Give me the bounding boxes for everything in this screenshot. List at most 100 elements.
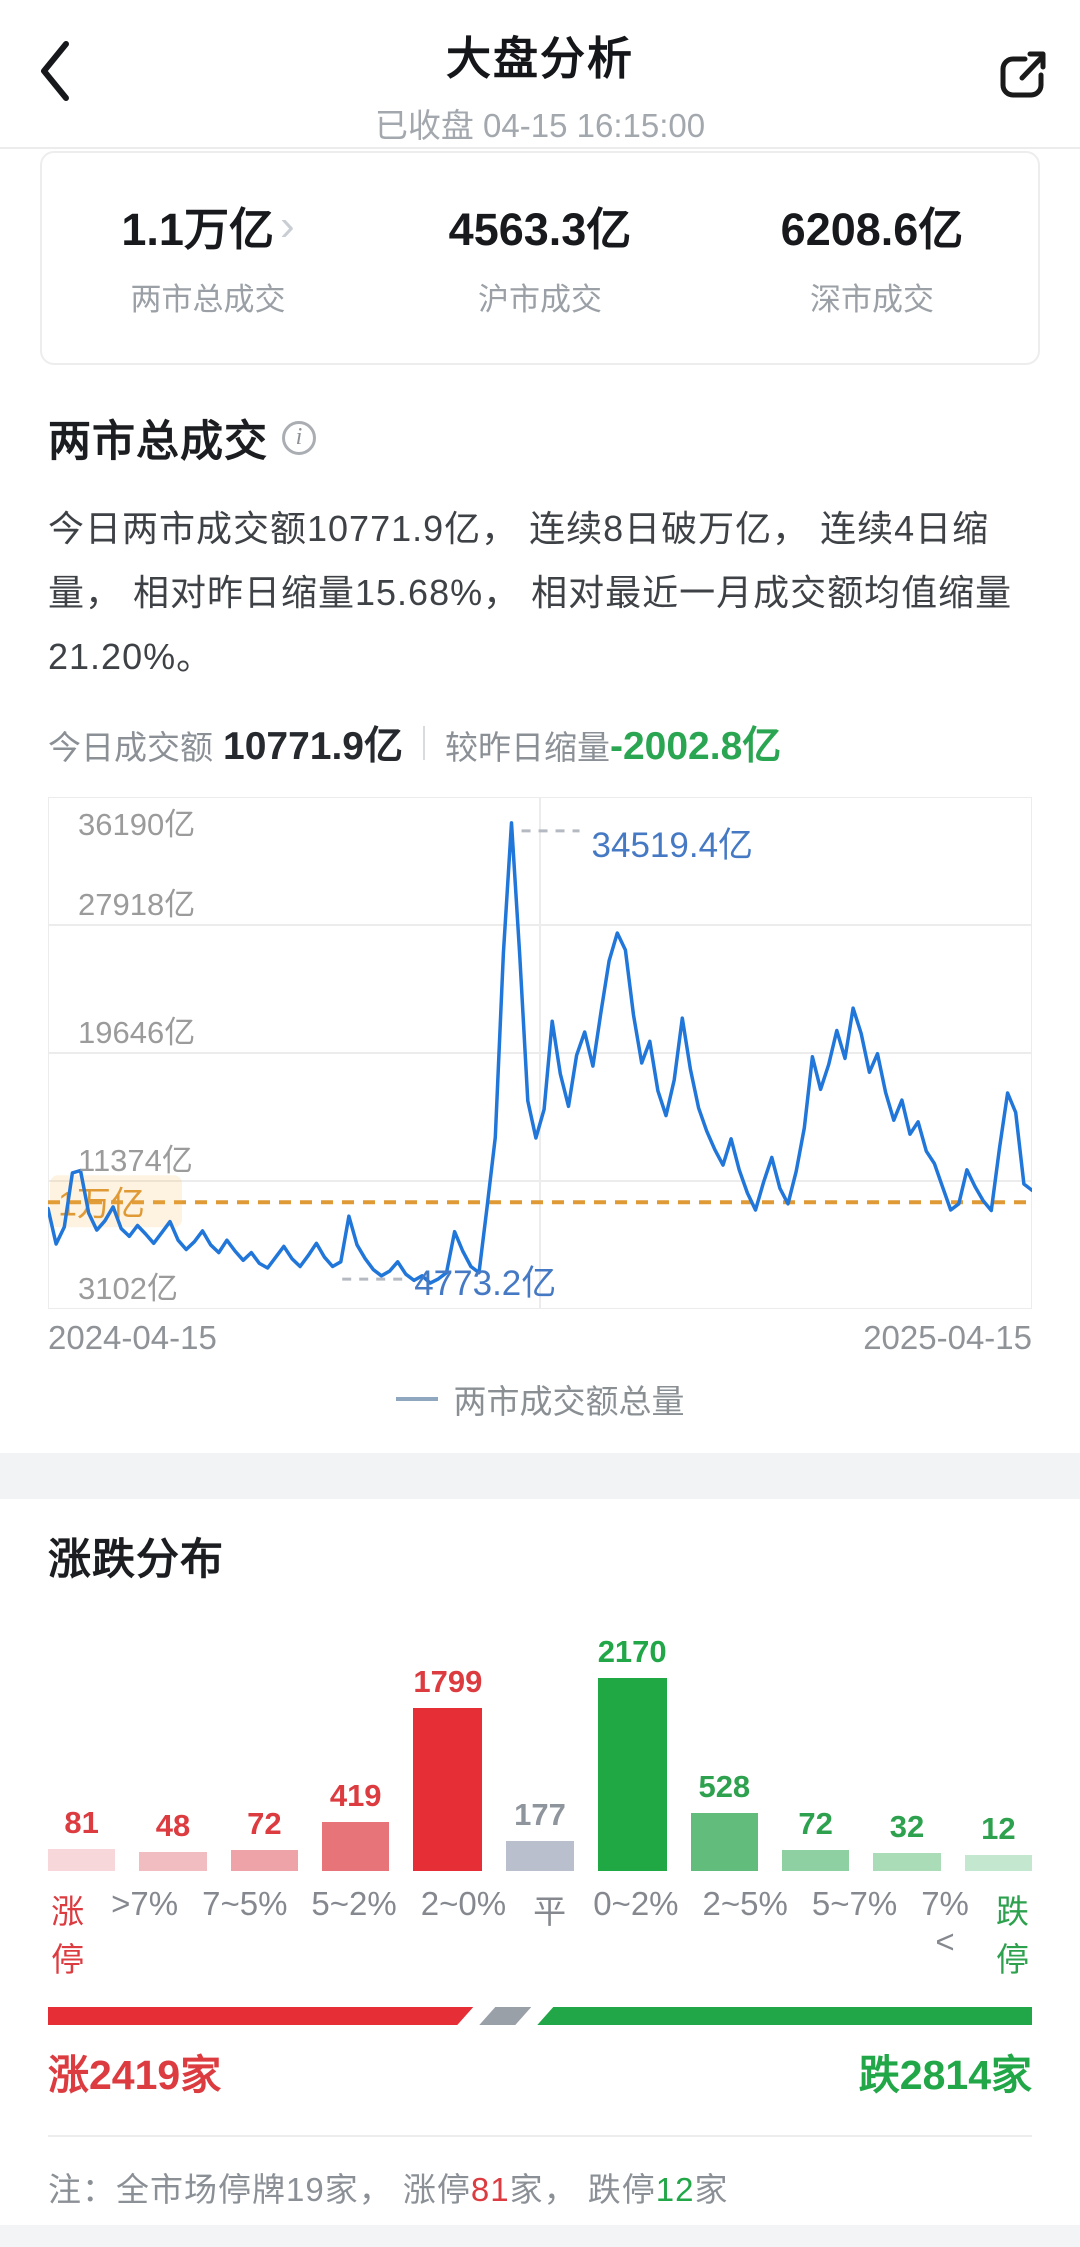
bar-column: 72 (782, 1806, 850, 1871)
distribution-section: 涨跌分布 81 48 72 419 1799 177 2170 528 72 32 12 涨停 >7%… (0, 1525, 1080, 2211)
svg-text:11374亿: 11374亿 (78, 1143, 193, 1178)
market-status-time: 已收盘 04-15 16:15:00 (374, 107, 706, 144)
decliners-segment (537, 2007, 1032, 2025)
shenzhen-turnover-stat: 6208.6亿 深市成交 (706, 193, 1038, 319)
bar-value-label: 419 (329, 1778, 382, 1813)
bar-value-label: 81 (64, 1805, 99, 1840)
unchanged-segment (479, 2007, 531, 2025)
bar (873, 1853, 941, 1871)
advancers-segment (48, 2007, 473, 2025)
change-label: 较昨日缩量 (444, 729, 610, 766)
bar (139, 1852, 207, 1871)
volume-section-title: 两市总成交 (48, 418, 268, 466)
bar-value-label: 72 (247, 1806, 282, 1841)
back-button[interactable] (28, 38, 84, 104)
svg-text:1万亿: 1万亿 (58, 1185, 145, 1223)
bar-category-label: 5~2% (311, 1885, 397, 1922)
share-button[interactable] (992, 42, 1054, 104)
share-icon (1000, 51, 1046, 98)
bar (690, 1813, 758, 1871)
bar-value-label: 2170 (597, 1634, 667, 1669)
bar-value-label: 528 (698, 1769, 751, 1804)
header: 大盘分析 已收盘 04-15 16:15:00 (0, 0, 1080, 149)
bar-category-label: 平 (533, 1893, 567, 1930)
bar-value-label: 72 (798, 1806, 833, 1841)
bar-category-label: >7% (111, 1885, 179, 1922)
svg-text:3102亿: 3102亿 (78, 1271, 178, 1306)
total-turnover-stat[interactable]: 1.1万亿 › 两市总成交 (42, 193, 374, 319)
total-turnover-label: 两市总成交 (130, 282, 286, 317)
bar-column: 12 (964, 1811, 1033, 1871)
chevron-right-icon: › (279, 200, 295, 250)
x-axis-end-label: 2025-04-15 (863, 1319, 1032, 1356)
bar-column: 2170 (597, 1634, 667, 1871)
bar-category-label: 涨停 (51, 1893, 85, 1978)
bar-category-label: 跌停 (995, 1893, 1029, 1978)
bar-value-label: 12 (981, 1811, 1016, 1846)
today-turnover-label: 今日成交额 (48, 729, 213, 766)
x-axis-start-label: 2024-04-15 (48, 1319, 217, 1356)
bar-column: 177 (506, 1797, 574, 1871)
bar (322, 1822, 390, 1871)
vertical-divider (422, 726, 425, 760)
shanghai-turnover-label: 沪市成交 (478, 282, 602, 317)
svg-text:4773.2亿: 4773.2亿 (414, 1264, 556, 1303)
header-titles: 大盘分析 已收盘 04-15 16:15:00 (120, 22, 960, 147)
legend-line-swatch (395, 1397, 438, 1401)
change-value: -2002.8亿 (609, 725, 782, 768)
bar-column: 48 (139, 1808, 207, 1871)
bar-category-label: 5~7% (811, 1885, 898, 1922)
page-title: 大盘分析 (445, 33, 634, 84)
x-axis-labels: 2024-04-15 2025-04-15 (48, 1319, 1032, 1357)
svg-text:19646亿: 19646亿 (78, 1015, 195, 1050)
shanghai-turnover-value: 4563.3亿 (448, 204, 632, 255)
note-prefix: 注：全市场停牌19家， 涨停 (48, 2171, 471, 2208)
note-suffix: 家 (694, 2171, 729, 2208)
shenzhen-turnover-label: 深市成交 (810, 282, 934, 317)
chart-legend: 两市成交额总量 (48, 1375, 1032, 1453)
back-chevron-icon (41, 41, 69, 101)
bar (964, 1855, 1033, 1871)
bar (230, 1850, 299, 1871)
bar-column: 419 (322, 1778, 390, 1871)
shenzhen-turnover-value: 6208.6亿 (780, 204, 964, 255)
bottom-band (0, 2225, 1080, 2247)
bar-value-label: 177 (514, 1797, 566, 1832)
bar-value-label: 48 (155, 1808, 191, 1843)
note-limit-up-count: 81 (470, 2171, 510, 2208)
shanghai-turnover-stat: 4563.3亿 沪市成交 (374, 193, 706, 319)
bar-category-label: 2~0% (420, 1885, 507, 1922)
bar (506, 1841, 574, 1871)
line-chart-svg: 1万亿 34519.4亿 4773.2亿 36190亿 27918亿 19646亿 1137… (48, 797, 1032, 1309)
total-turnover-value: 1.1万亿 (121, 204, 274, 255)
distribution-categories: 涨停 >7% 7~5% 5~2% 2~0% 平 0~2% 2~5% 5~7% 7%< 跌停 (48, 1885, 1032, 1981)
bar-column: 81 (48, 1805, 116, 1871)
bar (782, 1850, 850, 1871)
bar-category-label: 0~2% (593, 1885, 679, 1922)
decliners-total: 跌2814家 (858, 2052, 1032, 2098)
note-mid: 家， 跌停 (509, 2171, 656, 2208)
note-limit-down-count: 12 (655, 2171, 695, 2208)
info-icon[interactable]: i (282, 421, 316, 455)
bar-column: 528 (690, 1769, 758, 1871)
bar-value-label: 32 (889, 1809, 925, 1844)
svg-text:36190亿: 36190亿 (78, 807, 195, 842)
volume-line-chart[interactable]: 1万亿 34519.4亿 4773.2亿 36190亿 27918亿 19646亿 1137… (48, 797, 1032, 1309)
distribution-section-title: 涨跌分布 (48, 1536, 224, 1584)
svg-text:34519.4亿: 34519.4亿 (592, 826, 754, 865)
advance-decline-totals: 涨2419家 跌2814家 (48, 2041, 1032, 2101)
note-divider (48, 2135, 1032, 2137)
bar-column: 32 (873, 1809, 941, 1871)
bar (48, 1849, 116, 1871)
advance-decline-progress-bar (48, 2007, 1032, 2025)
bar (413, 1708, 483, 1871)
turnover-stats-card: 1.1万亿 › 两市总成交 4563.3亿 沪市成交 6208.6亿 深市成交 (40, 151, 1040, 365)
bar-category-label: 7~5% (202, 1885, 288, 1922)
bar-column: 72 (230, 1806, 299, 1871)
bar-value-label: 1799 (413, 1664, 483, 1699)
volume-section: 两市总成交 i 今日两市成交额10771.9亿， 连续8日破万亿， 连续4日缩量… (0, 407, 1080, 1453)
section-divider-band (0, 1453, 1080, 1499)
today-turnover-row: 今日成交额 10771.9亿 较昨日缩量 -2002.8亿 (48, 715, 1032, 771)
legend-label: 两市成交额总量 (453, 1383, 685, 1420)
today-turnover-value: 10771.9亿 (223, 725, 403, 768)
